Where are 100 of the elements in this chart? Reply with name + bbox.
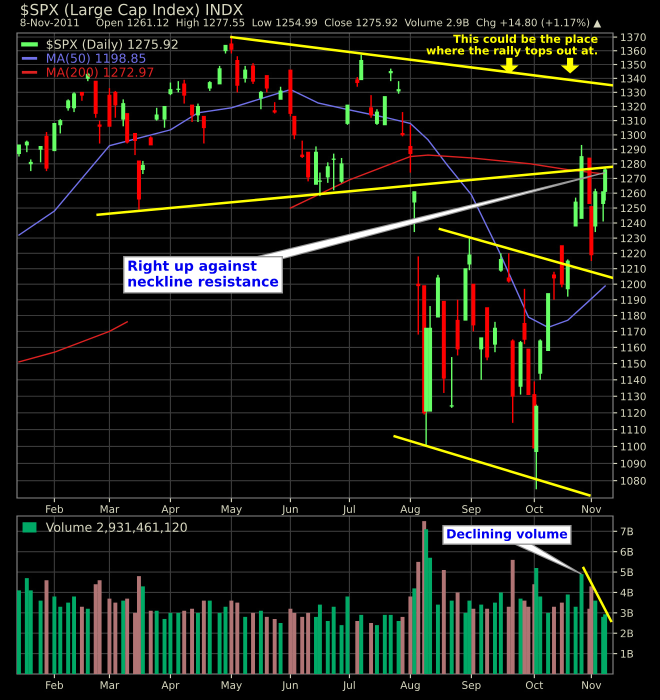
- x-tick-label: Feb: [46, 504, 64, 514]
- bar: [202, 600, 206, 674]
- y-tick-label: 1210: [621, 264, 646, 273]
- y-tick-label: 1330: [621, 88, 646, 96]
- legend-label: $SPX (Daily) 1275.92: [46, 39, 178, 52]
- candlestick: [272, 101, 277, 114]
- candlestick: [603, 166, 608, 202]
- candlestick: [292, 116, 296, 140]
- candlestick: [400, 111, 405, 138]
- bar: [369, 623, 374, 674]
- bar: [396, 620, 401, 674]
- y-tick-label: 1320: [621, 102, 646, 111]
- bar: [318, 604, 322, 674]
- candlestick: [506, 252, 511, 284]
- bar: [278, 623, 283, 674]
- bar: [72, 596, 76, 674]
- y-tick-label: 1360: [621, 46, 646, 55]
- bar: [603, 614, 608, 674]
- bar: [125, 598, 130, 674]
- candlestick: [264, 74, 269, 94]
- bar: [176, 612, 180, 674]
- y-tick-label: 4B: [620, 588, 633, 596]
- x-tick-label: Oct: [526, 505, 544, 514]
- bar: [574, 606, 578, 674]
- y-tick-label: 1170: [621, 328, 646, 336]
- candlestick: [251, 62, 256, 85]
- candlestick: [229, 35, 234, 54]
- y-tick-label: 1100: [621, 442, 646, 451]
- bar: [168, 612, 172, 674]
- candlestick: [574, 196, 578, 227]
- y-tick-label: 3B: [620, 609, 633, 617]
- y-tick-label: 7B: [620, 528, 633, 536]
- y-tick-label: 1080: [621, 476, 646, 485]
- bar: [218, 612, 222, 674]
- y-tick-label: 5B: [620, 568, 633, 576]
- y-tick-label: 1200: [621, 280, 646, 288]
- bar: [456, 592, 460, 674]
- bar: [94, 584, 98, 674]
- y-tick-label: 1220: [621, 250, 646, 258]
- bar: [345, 596, 350, 674]
- x-tick-label: Nov: [582, 681, 602, 690]
- y-tick-label: 1090: [621, 460, 646, 468]
- bar: [467, 600, 472, 674]
- bar: [140, 586, 145, 674]
- bar: [272, 618, 277, 674]
- candlestick: [345, 104, 350, 126]
- bar: [479, 604, 484, 674]
- x-tick-label: Mar: [100, 681, 120, 690]
- bar: [182, 610, 186, 674]
- candlestick: [98, 120, 102, 144]
- candlestick: [190, 104, 194, 123]
- bar: [190, 608, 194, 674]
- candlestick: [479, 337, 484, 381]
- bar: [593, 600, 598, 674]
- x-tick-label: Sep: [462, 505, 481, 516]
- y-tick-label: 1110: [621, 426, 646, 434]
- bar: [98, 580, 102, 674]
- annotation: This could be the place where the rally tops out at.: [426, 34, 598, 57]
- candlestick: [28, 158, 33, 172]
- x-tick-label: Jun: [282, 505, 298, 515]
- x-tick-label: Feb: [46, 680, 64, 690]
- bar: [580, 574, 584, 674]
- bar: [17, 590, 21, 674]
- candlestick: [24, 140, 29, 153]
- bar: [436, 604, 440, 674]
- legend-label: Volume 2,931,461,120: [46, 522, 187, 534]
- bar: [534, 568, 538, 674]
- chart-title: $SPX (Large Cap Index) INDX: [21, 4, 243, 18]
- candlestick: [202, 116, 206, 144]
- bar: [408, 596, 412, 674]
- bar: [518, 598, 523, 674]
- bar: [251, 612, 256, 674]
- bar: [400, 616, 404, 674]
- bar: [80, 606, 84, 674]
- bar: [442, 570, 446, 674]
- y-tick-label: 1240: [621, 219, 646, 228]
- bar: [52, 596, 56, 674]
- bar: [412, 588, 416, 674]
- bar: [235, 602, 240, 674]
- candlestick: [522, 288, 526, 345]
- bar: [485, 608, 490, 674]
- y-tick-label: 1130: [621, 392, 646, 400]
- bar: [355, 620, 360, 674]
- bar: [243, 616, 248, 674]
- bar: [162, 618, 166, 674]
- y-tick-label: 1260: [621, 189, 646, 198]
- candlestick: [388, 68, 393, 82]
- bar: [264, 616, 269, 674]
- candlestick: [162, 106, 167, 128]
- bar: [510, 560, 515, 674]
- bar: [113, 602, 118, 674]
- y-tick-label: 1340: [621, 74, 646, 82]
- bar: [382, 614, 387, 674]
- candlestick: [258, 90, 263, 110]
- y-tick-label: 1290: [621, 146, 646, 154]
- candlestick: [396, 80, 401, 94]
- candlestick: [300, 140, 304, 159]
- candlestick: [369, 94, 374, 118]
- x-tick-label: Jul: [342, 680, 355, 691]
- bar: [224, 606, 228, 674]
